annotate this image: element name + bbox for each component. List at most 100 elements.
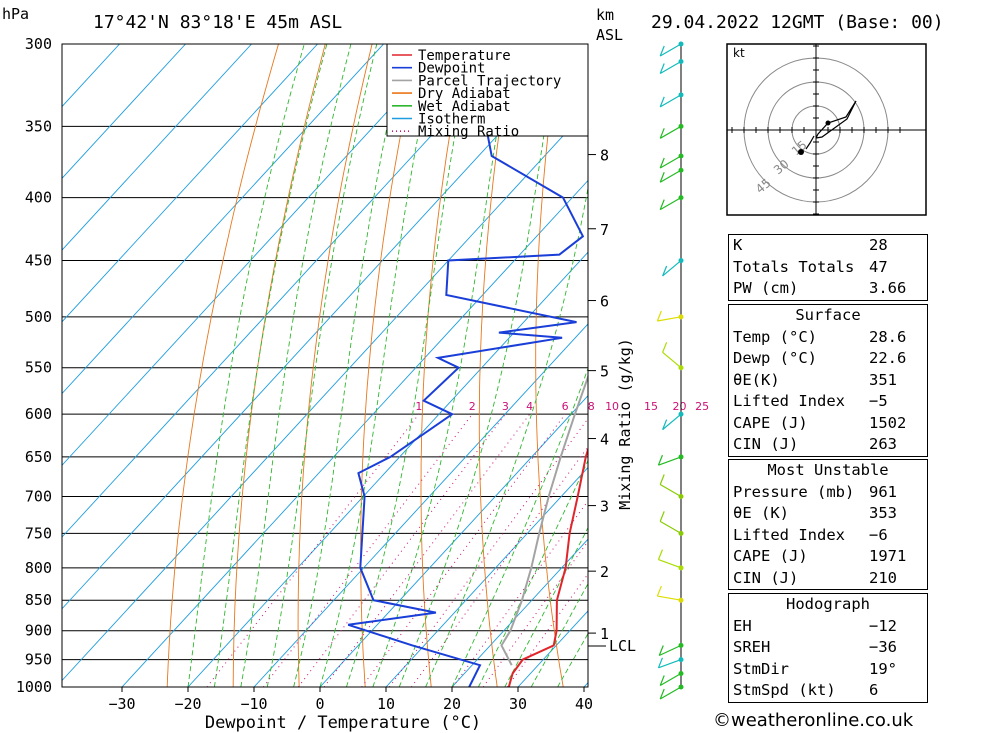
pressure-tick-label: 550 — [25, 359, 52, 377]
temperature-tick-label: 0 — [315, 695, 324, 713]
pressure-tick-label: 450 — [25, 252, 52, 270]
wind-dot — [678, 454, 684, 460]
wind-barb — [659, 197, 682, 211]
wind-barb-flag — [659, 199, 665, 210]
wind-barbs — [656, 41, 684, 700]
most-unstable-title: Most Unstable — [767, 461, 889, 479]
wind-dot — [678, 195, 684, 201]
dry-adiabat-line — [360, 44, 420, 687]
km-tick-label: 8 — [600, 147, 609, 165]
temperature-profile — [507, 446, 588, 687]
pressure-tick-label: 350 — [25, 117, 52, 135]
wind-dot — [678, 59, 684, 65]
wind-barb-flag — [658, 645, 664, 656]
surface-index-label: CAPE (J) — [733, 413, 808, 432]
hodograph-index-label: SREH — [733, 638, 771, 656]
wind-barb-flag — [659, 511, 665, 522]
wind-barb-flag — [659, 63, 665, 74]
credit-text: ©weatheronline.co.uk — [713, 710, 914, 731]
wind-dot — [678, 684, 684, 690]
wind-dot — [678, 41, 684, 47]
pressure-tick-label: 650 — [25, 448, 52, 466]
surface-index-label: Temp (°C) — [733, 327, 817, 346]
hodograph-index-value: 19° — [869, 659, 897, 678]
pressure-tick-label: 800 — [25, 559, 52, 577]
km-tick-label: 2 — [600, 563, 609, 581]
surface-table: Surface Temp (°C) 28.6 Dewp (°C) 22.6 θE(K) 3… — [728, 304, 928, 457]
legend-box — [386, 43, 589, 137]
wind-barb — [657, 316, 682, 322]
wind-barb-flag — [656, 585, 662, 597]
wet-adiabat-line — [398, 44, 559, 687]
wind-dot — [678, 153, 684, 159]
km-tick-label: 1 — [600, 625, 609, 643]
wind-dot — [678, 314, 684, 320]
legend-entry: Wet Adiabat — [418, 99, 511, 115]
wind-barb — [658, 644, 682, 657]
isotherm-line — [62, 44, 186, 179]
wind-barb — [659, 43, 682, 57]
isotherm-line — [385, 466, 588, 687]
hodograph-index-row: EH −12 — [729, 616, 927, 638]
general-index-row: K 28 — [729, 235, 927, 257]
isotherm-line — [62, 108, 588, 682]
mixing-ratio-line — [482, 540, 588, 687]
most-unstable-index-label: CIN (J) — [733, 568, 799, 587]
dry-adiabat-line — [420, 44, 467, 687]
general-index-row: PW (cm) 3.66 — [729, 278, 927, 300]
wind-dot — [678, 167, 684, 173]
isotherm-line — [62, 44, 384, 395]
pressure-tick-label: 400 — [25, 189, 52, 207]
surface-title: Surface — [795, 306, 861, 324]
dewpoint-profile — [347, 44, 585, 687]
general-indices-table: K 28 Totals Totals 47 PW (cm) 3.66 — [728, 234, 928, 301]
lcl-label: LCL — [609, 637, 636, 655]
most-unstable-index-value: 210 — [869, 568, 897, 587]
wind-dot — [678, 657, 684, 663]
wind-dot — [678, 565, 684, 571]
wet-adiabat-line — [504, 526, 588, 687]
hodograph-index-row: StmSpd (kt) 6 — [729, 680, 927, 702]
most-unstable-index-row: Pressure (mb) 961 — [729, 482, 927, 504]
pressure-tick-label: 500 — [25, 308, 52, 326]
profile-lines — [347, 44, 588, 687]
temperature-tick-label: −20 — [174, 695, 201, 713]
isotherm-line — [62, 44, 450, 466]
hodograph-index-label: StmDir — [733, 659, 789, 678]
km-tick-label: 5 — [600, 363, 609, 381]
most-unstable-index-label: θE (K) — [733, 504, 789, 522]
pressure-tick-label: 900 — [25, 622, 52, 640]
legend-entry: Parcel Trajectory — [418, 73, 561, 89]
temperature-tick-label: −30 — [108, 695, 135, 713]
dry-adiabat-line — [980, 44, 1000, 687]
km-tick-label: 7 — [600, 221, 609, 239]
wind-barb-flag — [659, 688, 665, 700]
mixing-ratio-label: 10 — [605, 400, 619, 413]
wind-barb — [659, 520, 682, 534]
wind-barb-flag — [657, 549, 664, 560]
wind-barb-flag — [662, 342, 668, 353]
location-title: 17°42'N 83°18'E 45m ASL — [93, 12, 343, 33]
isotherm-line — [121, 179, 588, 687]
wind-barb — [657, 595, 682, 601]
wind-dot — [678, 411, 684, 417]
mixing-ratio-label: 1 — [415, 400, 422, 413]
mixing-ratio-line — [323, 413, 531, 687]
mixing-ratio-label: 25 — [695, 400, 709, 413]
mixing-ratio-label: 15 — [644, 400, 658, 413]
axes: 1 2 3 4 6 8 10 15 20 2530035040045050055060065070… — [16, 35, 709, 733]
most-unstable-index-row: Lifted Index −6 — [729, 525, 927, 547]
temperature-tick-label: 40 — [575, 695, 593, 713]
wind-dot — [678, 92, 684, 98]
wet-adiabat-line — [372, 44, 513, 687]
mixing-ratio-label: 2 — [469, 400, 476, 413]
surface-index-row: Dewp (°C) 22.6 — [729, 348, 927, 370]
hodograph-index-value: −12 — [869, 616, 897, 635]
surface-index-row: CAPE (J) 1502 — [729, 413, 927, 435]
surface-index-row: θE(K) 351 — [729, 370, 927, 392]
mixing-ratio-label: 8 — [588, 400, 595, 413]
date-title: 29.04.2022 12GMT (Base: 00) — [651, 12, 944, 33]
surface-index-value: 28.6 — [869, 327, 907, 346]
